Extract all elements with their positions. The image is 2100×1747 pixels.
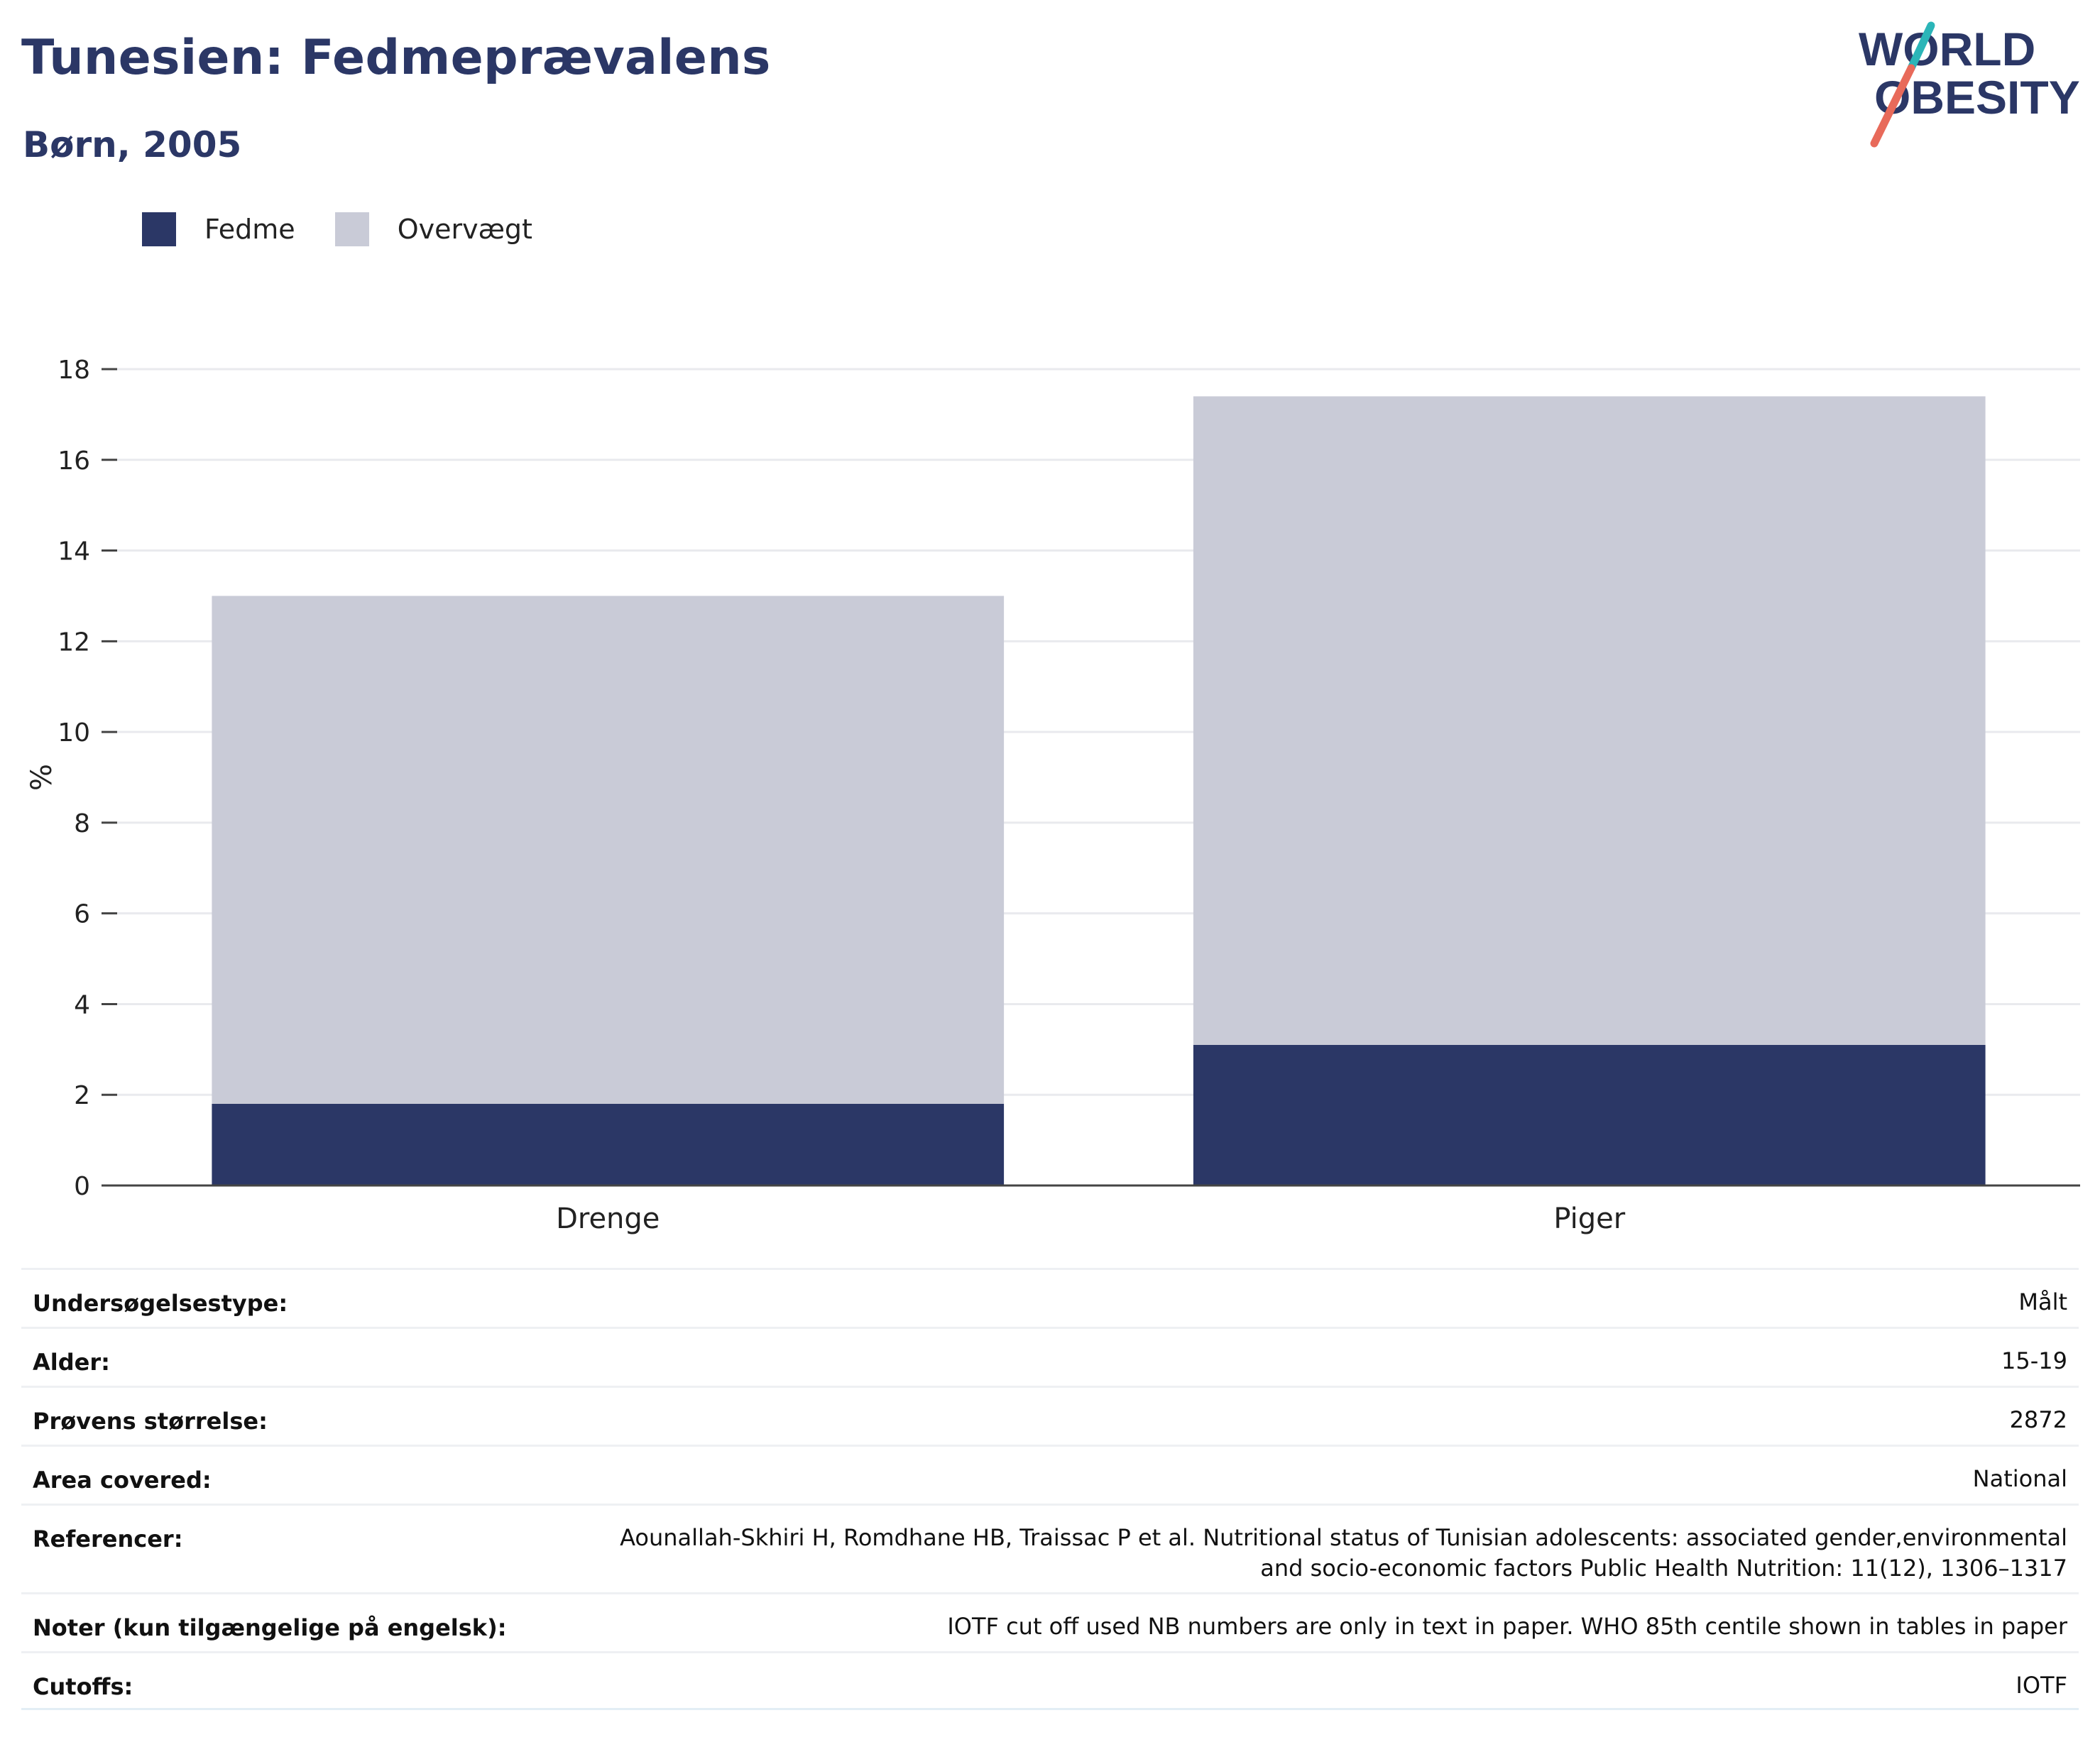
- info-row-cutoffs: Cutoffs: IOTF: [21, 1651, 2079, 1710]
- info-label: Prøvens størrelse:: [33, 1408, 268, 1435]
- legend-label-overvaegt: Overvægt: [397, 214, 532, 245]
- legend-swatch-overvaegt: [334, 212, 369, 246]
- legend-swatch-fedme: [142, 212, 176, 246]
- y-tick-label: 12: [58, 628, 90, 657]
- info-label: Referencer:: [33, 1526, 183, 1552]
- info-label: Area covered:: [33, 1467, 212, 1494]
- y-tick-label: 16: [58, 447, 90, 476]
- y-tick-label: 8: [74, 809, 90, 838]
- info-value: IOTF cut off used NB numbers are only in…: [947, 1613, 2067, 1640]
- info-value: Målt: [2018, 1288, 2067, 1315]
- y-axis-label: %: [26, 764, 58, 791]
- info-row-age: Alder: 15-19: [21, 1327, 2079, 1386]
- chart-title: Tunesien: Fedmeprævalens: [21, 30, 771, 86]
- info-value: 15-19: [2001, 1347, 2067, 1374]
- world-obesity-logo: WORLD OBESITY: [1859, 21, 2080, 148]
- bar-overvaegt-drenge: [212, 596, 1005, 1104]
- info-label: Cutoffs:: [33, 1673, 133, 1700]
- legend-label-fedme: Fedme: [204, 214, 295, 245]
- logo-line1: WORLD: [1859, 23, 2035, 75]
- info-label: Undersøgelsestype:: [33, 1290, 288, 1317]
- legend-item-fedme[interactable]: Fedme: [142, 212, 295, 246]
- info-value: National: [1972, 1465, 2067, 1492]
- bar-chart: 0 2 4 6 8 10 12 14 16 18% Drenge Piger: [26, 356, 2080, 1235]
- bar-overvaegt-piger: [1193, 396, 1986, 1045]
- info-value: Aounallah-Skhiri H, Romdhane HB, Traissa…: [620, 1524, 2067, 1582]
- y-tick-label: 18: [58, 356, 90, 385]
- y-tick-label: 0: [74, 1172, 90, 1201]
- info-row-sample-size: Prøvens størrelse: 2872: [21, 1386, 2079, 1445]
- x-tick-label: Piger: [1553, 1203, 1625, 1235]
- y-tick-label: 6: [74, 900, 90, 929]
- bar-fedme-drenge: [212, 1104, 1005, 1185]
- bar-fedme-piger: [1193, 1044, 1986, 1185]
- y-tick-label: 10: [58, 718, 90, 747]
- y-tick-label: 4: [74, 990, 90, 1019]
- info-value: 2872: [2009, 1406, 2067, 1433]
- y-tick-label: 14: [58, 537, 90, 566]
- survey-info-table: Undersøgelsestype: Målt Alder: 15-19 Prø…: [21, 1268, 2079, 1710]
- legend-item-overvaegt[interactable]: Overvægt: [334, 212, 532, 246]
- chart-subtitle: Børn, 2005: [23, 124, 242, 165]
- info-label: Noter (kun tilgængelige på engelsk):: [33, 1614, 507, 1641]
- x-tick-label: Drenge: [556, 1203, 660, 1235]
- info-row-area-covered: Area covered: National: [21, 1445, 2079, 1504]
- info-row-references: Referencer: Aounallah-Skhiri H, Romdhane…: [21, 1504, 2079, 1592]
- chart-legend: Fedme Overvægt: [142, 209, 572, 249]
- info-value: IOTF: [2016, 1672, 2067, 1699]
- info-label: Alder:: [33, 1349, 110, 1376]
- y-tick-label: 2: [74, 1081, 90, 1110]
- info-row-notes: Noter (kun tilgængelige på engelsk): IOT…: [21, 1592, 2079, 1651]
- info-row-survey-type: Undersøgelsestype: Målt: [21, 1268, 2079, 1327]
